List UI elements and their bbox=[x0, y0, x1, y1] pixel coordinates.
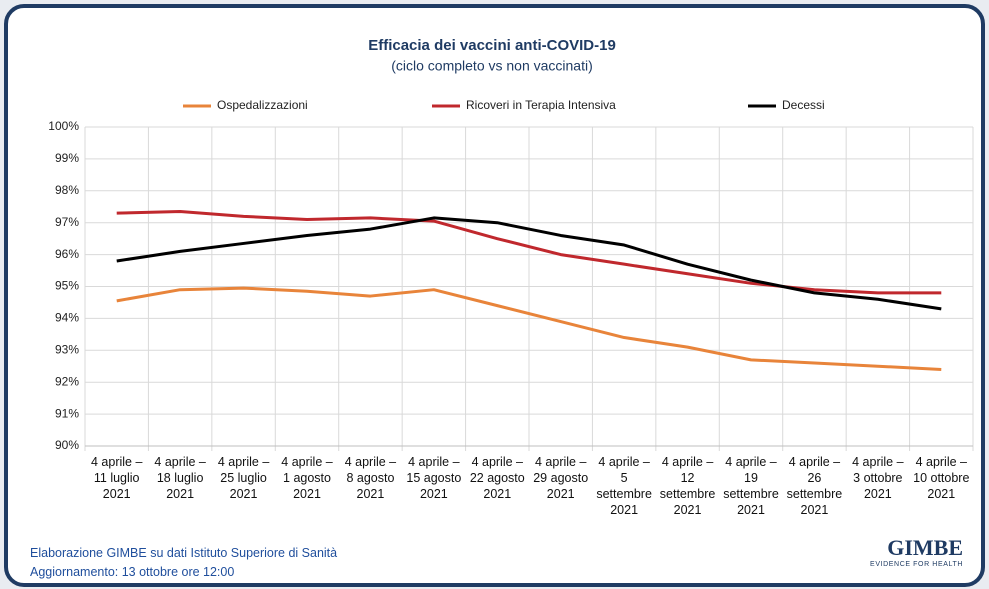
y-tick-label: 100% bbox=[48, 119, 79, 133]
y-tick-label: 94% bbox=[55, 311, 79, 325]
logo-tagline: EVIDENCE FOR HEALTH bbox=[870, 561, 963, 568]
x-tick-label: 4 aprile – 1 agosto 2021 bbox=[281, 455, 333, 501]
y-tick-label: 99% bbox=[55, 151, 79, 165]
y-tick-label: 95% bbox=[55, 279, 79, 293]
x-tick-label: 4 aprile – 10 ottobre 2021 bbox=[913, 455, 970, 501]
chart: Efficacia dei vaccini anti-COVID-19 (cic… bbox=[48, 37, 974, 452]
legend-label: Ricoveri in Terapia Intensiva bbox=[466, 98, 616, 112]
y-tick-label: 93% bbox=[55, 342, 79, 356]
y-tick-label: 97% bbox=[55, 215, 79, 229]
x-tick-label: 4 aprile – 26 settembre 2021 bbox=[786, 455, 843, 517]
x-tick-label: 4 aprile – 3 ottobre 2021 bbox=[852, 455, 904, 501]
x-tick-label: 4 aprile – 11 luglio 2021 bbox=[90, 455, 143, 501]
x-tick-label: 4 aprile – 12 settembre 2021 bbox=[659, 455, 716, 517]
chart-title: Efficacia dei vaccini anti-COVID-19 bbox=[368, 37, 616, 54]
x-tick-label: 4 aprile – 29 agosto 2021 bbox=[533, 455, 589, 501]
chart-subtitle: (ciclo completo vs non vaccinati) bbox=[391, 58, 593, 74]
series-line bbox=[116, 286, 942, 371]
source-note: Elaborazione GIMBE su dati Istituto Supe… bbox=[30, 546, 338, 560]
x-tick-label: 4 aprile – 8 agosto 2021 bbox=[344, 455, 397, 501]
x-tick-label: 4 aprile – 19 settembre 2021 bbox=[723, 455, 779, 517]
y-tick-label: 96% bbox=[55, 247, 79, 261]
x-tick-label: 4 aprile – 5 settembre 2021 bbox=[596, 455, 652, 517]
x-tick-label: 4 aprile – 15 agosto 2021 bbox=[406, 455, 462, 501]
y-tick-label: 91% bbox=[55, 406, 79, 420]
y-tick-label: 98% bbox=[55, 183, 79, 197]
x-tick-label: 4 aprile – 22 agosto 2021 bbox=[469, 455, 525, 501]
legend-label: Decessi bbox=[782, 98, 825, 112]
update-note: Aggiornamento: 13 ottobre ore 12:00 bbox=[30, 565, 235, 579]
x-tick-label: 4 aprile – 18 luglio 2021 bbox=[154, 455, 206, 501]
x-tick-label: 4 aprile – 25 luglio 2021 bbox=[217, 455, 270, 501]
card: Efficacia dei vaccini anti-COVID-19 (cic… bbox=[4, 4, 985, 587]
y-tick-label: 90% bbox=[55, 438, 79, 452]
y-tick-label: 92% bbox=[55, 374, 79, 388]
series-line bbox=[116, 216, 942, 311]
series-line bbox=[116, 210, 942, 295]
logo-text: GIMBE bbox=[887, 535, 963, 560]
logo: GIMBE EVIDENCE FOR HEALTH bbox=[870, 535, 963, 568]
legend-label: Ospedalizzazioni bbox=[217, 98, 308, 112]
